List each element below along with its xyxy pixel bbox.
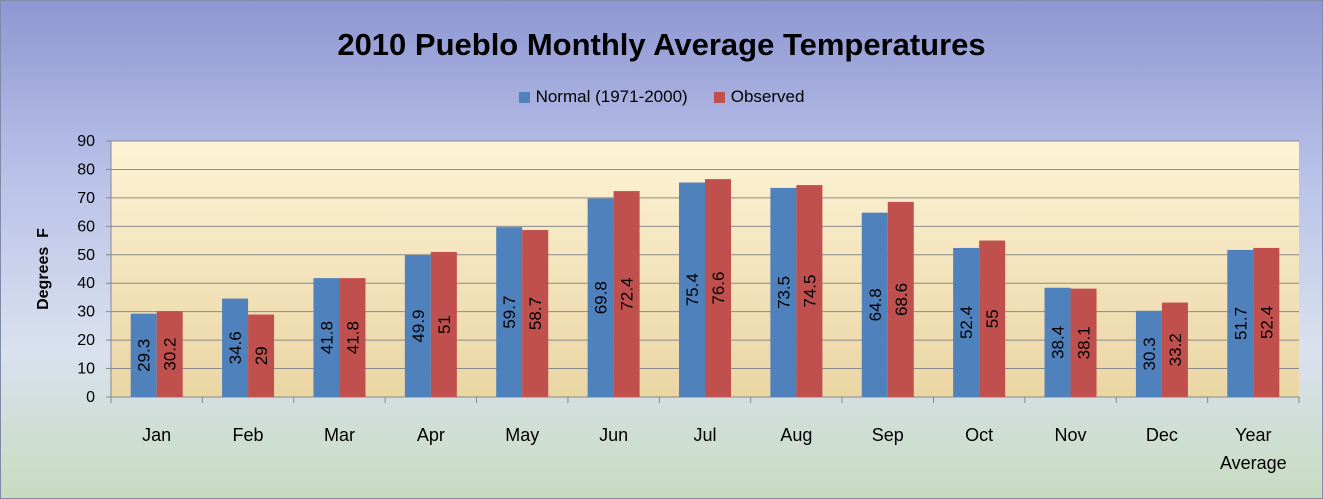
legend-item-observed: Observed xyxy=(713,87,805,107)
y-tick-label: 90 xyxy=(77,133,95,150)
legend-label-observed: Observed xyxy=(730,87,805,106)
data-label-observed: 38.1 xyxy=(1075,326,1094,359)
bar-normal xyxy=(404,255,431,397)
x-tick-label: Mar xyxy=(324,425,355,445)
x-tick-label: Oct xyxy=(965,425,993,445)
data-label-observed: 41.8 xyxy=(343,321,362,354)
y-tick-label: 70 xyxy=(77,190,95,207)
bar-observed xyxy=(979,240,1006,397)
x-tick-label: Apr xyxy=(417,425,445,445)
x-tick-label: Jun xyxy=(599,425,628,445)
bar-normal xyxy=(496,227,523,397)
bar-normal xyxy=(1227,249,1254,397)
y-tick-label: 30 xyxy=(77,304,95,321)
data-label-normal: 30.3 xyxy=(1140,337,1159,370)
legend-label-normal: Normal (1971-2000) xyxy=(535,87,688,106)
data-label-observed: 52.4 xyxy=(1257,306,1276,339)
x-tick-label: Sep xyxy=(872,425,904,445)
x-tick-label: Aug xyxy=(780,425,812,445)
data-label-observed: 33.2 xyxy=(1166,333,1185,366)
bar-observed xyxy=(705,179,731,397)
x-tick-label: Feb xyxy=(233,425,264,445)
data-label-observed: 76.6 xyxy=(709,272,728,305)
bar-observed xyxy=(1161,302,1188,397)
x-tick-label: Jan xyxy=(142,425,171,445)
bar-normal xyxy=(861,212,888,397)
bar-observed xyxy=(796,185,823,397)
data-label-observed: 29 xyxy=(252,346,271,365)
data-label-observed: 55 xyxy=(983,309,1002,328)
bar-normal xyxy=(770,187,797,397)
bar-normal xyxy=(1044,287,1071,397)
data-label-observed: 72.4 xyxy=(618,277,637,310)
bar-observed xyxy=(887,201,914,397)
x-tick-label: Year xyxy=(1235,425,1271,445)
legend-swatch-normal xyxy=(518,91,530,103)
x-tick-label: Dec xyxy=(1146,425,1178,445)
bar-observed xyxy=(156,311,183,397)
data-label-observed: 74.5 xyxy=(800,274,819,307)
data-label-observed: 58.7 xyxy=(526,297,545,330)
data-label-normal: 29.3 xyxy=(135,339,154,372)
bar-normal xyxy=(313,278,340,397)
data-label-normal: 52.4 xyxy=(957,306,976,339)
x-tick-label: Average xyxy=(1220,453,1287,473)
data-label-normal: 69.8 xyxy=(592,281,611,314)
y-tick-label: 0 xyxy=(86,389,95,406)
data-label-normal: 41.8 xyxy=(317,321,336,354)
data-label-normal: 34.6 xyxy=(226,331,245,364)
y-tick-label: 40 xyxy=(77,275,95,292)
legend-item-normal: Normal (1971-2000) xyxy=(518,87,688,107)
x-tick-label: Nov xyxy=(1055,425,1087,445)
bar-normal xyxy=(222,298,249,397)
chart-title: 2010 Pueblo Monthly Average Temperatures xyxy=(337,27,986,62)
data-label-observed: 68.6 xyxy=(892,283,911,316)
bar-normal xyxy=(587,198,614,397)
bar-observed xyxy=(430,251,457,397)
data-label-normal: 38.4 xyxy=(1049,326,1068,359)
data-label-observed: 51 xyxy=(435,315,454,334)
data-label-normal: 51.7 xyxy=(1231,307,1250,340)
bar-normal xyxy=(1135,310,1162,397)
data-label-normal: 59.7 xyxy=(500,296,519,329)
y-tick-label: 50 xyxy=(77,247,95,264)
data-label-normal: 73.5 xyxy=(774,276,793,309)
data-label-normal: 75.4 xyxy=(683,273,702,306)
bar-observed xyxy=(1253,247,1280,397)
x-tick-label: Jul xyxy=(693,425,716,445)
y-tick-label: 10 xyxy=(77,361,95,378)
bar-normal xyxy=(130,313,157,397)
bar-observed xyxy=(522,230,549,397)
data-label-observed: 30.2 xyxy=(161,338,180,371)
legend: Normal (1971-2000) Observed xyxy=(1,87,1322,107)
legend-swatch-observed xyxy=(713,91,725,103)
x-tick-label: May xyxy=(505,425,539,445)
bar-observed xyxy=(339,278,366,397)
data-label-normal: 64.8 xyxy=(866,288,885,321)
bar-normal xyxy=(953,247,980,397)
data-label-normal: 49.9 xyxy=(409,309,428,342)
bar-observed xyxy=(248,314,275,397)
bar-observed xyxy=(1070,288,1097,397)
y-tick-label: 20 xyxy=(77,332,95,349)
y-tick-label: 60 xyxy=(77,218,95,235)
bar-observed xyxy=(613,191,640,397)
bar-normal xyxy=(679,182,705,397)
y-tick-label: 80 xyxy=(77,161,95,178)
